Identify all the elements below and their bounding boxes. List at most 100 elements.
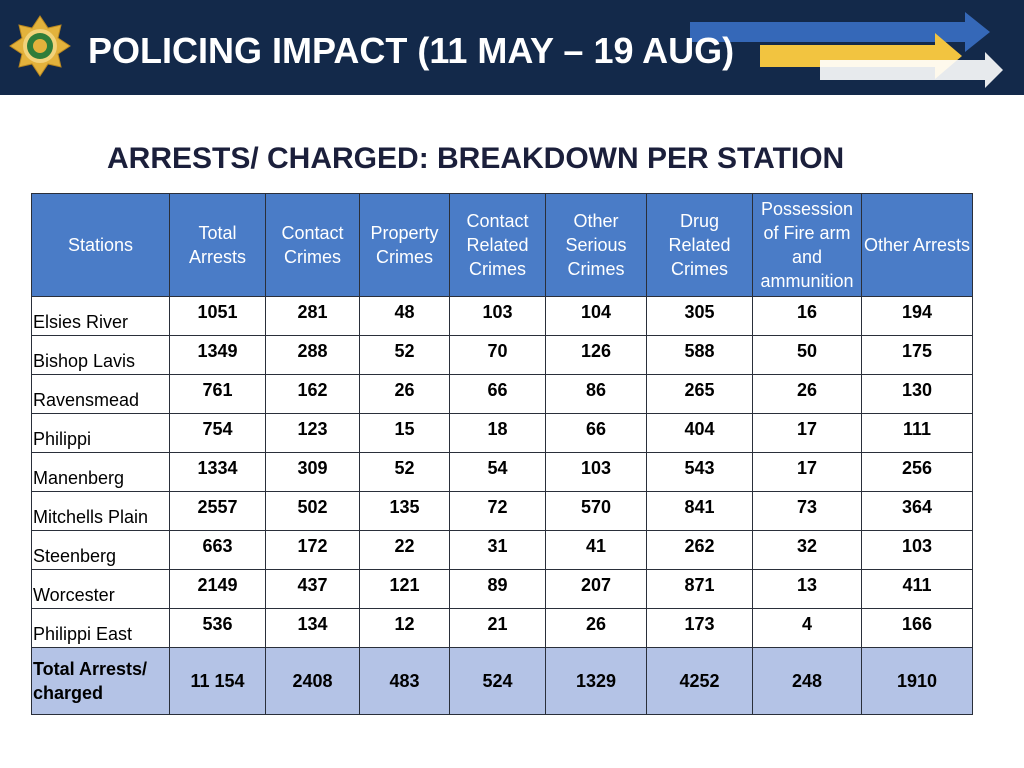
cell-value: 588	[646, 335, 753, 375]
cell-value: 1329	[545, 647, 647, 715]
cell-value: 66	[545, 413, 647, 453]
cell-value: 72	[449, 491, 546, 531]
column-header: Total Arrests	[169, 193, 266, 297]
cell-value: 89	[449, 569, 546, 609]
station-name: Steenberg	[31, 530, 170, 570]
header-graphics	[9, 12, 1003, 88]
cell-value: 175	[861, 335, 973, 375]
table-row: Philippi East 536 134 12 21 26 173 4 166	[31, 608, 973, 648]
cell-value: 26	[545, 608, 647, 648]
cell-value: 1334	[169, 452, 266, 492]
header-row: Stations Total Arrests Contact Crimes Prope…	[31, 193, 973, 297]
title: POLICING IMPACT (11 MAY – 19 AUG)	[88, 30, 735, 71]
cell-value: 309	[265, 452, 360, 492]
cell-value: 21	[449, 608, 546, 648]
cell-value: 437	[265, 569, 360, 609]
cell-value: 166	[861, 608, 973, 648]
column-header: Contact Crimes	[265, 193, 360, 297]
table-row: Ravensmead 761 162 26 66 86 265 26 130	[31, 374, 973, 414]
total-row: Total Arrests/ charged 11 154 2408 483 524 13…	[31, 647, 973, 715]
station-name: Philippi East	[31, 608, 170, 648]
cell-value: 256	[861, 452, 973, 492]
cell-value: 103	[545, 452, 647, 492]
cell-value: 73	[752, 491, 862, 531]
cell-value: 123	[265, 413, 360, 453]
cell-value: 1349	[169, 335, 266, 375]
cell-value: 54	[449, 452, 546, 492]
cell-value: 265	[646, 374, 753, 414]
cell-value: 32	[752, 530, 862, 570]
cell-value: 103	[861, 530, 973, 570]
station-name: Mitchells Plain	[31, 491, 170, 531]
arrow-yellow	[760, 33, 962, 79]
table-row: Manenberg 1334 309 52 54 103 543 17 256	[31, 452, 973, 492]
column-header: Property Crimes	[359, 193, 450, 297]
column-header: Stations	[31, 193, 170, 297]
cell-value: 754	[169, 413, 266, 453]
cell-value: 262	[646, 530, 753, 570]
column-header: Other Arrests	[861, 193, 973, 297]
cell-value: 364	[861, 491, 973, 531]
cell-value: 41	[545, 530, 647, 570]
cell-value: 663	[169, 530, 266, 570]
cell-value: 524	[449, 647, 546, 715]
cell-value: 26	[752, 374, 862, 414]
cell-value: 26	[359, 374, 450, 414]
cell-value: 4	[752, 608, 862, 648]
column-header: Drug Related Crimes	[646, 193, 753, 297]
station-name: Bishop Lavis	[31, 335, 170, 375]
subtitle: ARRESTS/ CHARGED: BREAKDOWN PER STATION	[107, 142, 845, 175]
cell-value: 404	[646, 413, 753, 453]
cell-value: 194	[861, 296, 973, 336]
cell-value: 12	[359, 608, 450, 648]
arrow-blue	[690, 12, 990, 52]
header-bar: POLICING IMPACT (11 MAY – 19 AUG)	[0, 0, 1024, 95]
station-name: Worcester	[31, 569, 170, 609]
cell-value: 483	[359, 647, 450, 715]
cell-value: 411	[861, 569, 973, 609]
cell-value: 4252	[646, 647, 753, 715]
station-name: Elsies River	[31, 296, 170, 336]
column-header: Contact Related Crimes	[449, 193, 546, 297]
cell-value: 2408	[265, 647, 360, 715]
arrow-white	[820, 52, 1003, 88]
cell-value: 841	[646, 491, 753, 531]
cell-value: 2557	[169, 491, 266, 531]
cell-value: 31	[449, 530, 546, 570]
cell-value: 248	[752, 647, 862, 715]
table-row: Worcester 2149 437 121 89 207 871 13 411	[31, 569, 973, 609]
cell-value: 130	[861, 374, 973, 414]
station-name: Ravensmead	[31, 374, 170, 414]
column-header: Possession of Fire arm and ammunition	[752, 193, 862, 297]
cell-value: 52	[359, 452, 450, 492]
cell-value: 111	[861, 413, 973, 453]
cell-value: 66	[449, 374, 546, 414]
cell-value: 134	[265, 608, 360, 648]
station-name: Manenberg	[31, 452, 170, 492]
cell-value: 570	[545, 491, 647, 531]
cell-value: 536	[169, 608, 266, 648]
cell-value: 871	[646, 569, 753, 609]
cell-value: 86	[545, 374, 647, 414]
table: Stations Total Arrests Contact Crimes Prope…	[31, 193, 973, 715]
cell-value: 761	[169, 374, 266, 414]
cell-value: 126	[545, 335, 647, 375]
cell-value: 17	[752, 413, 862, 453]
cell-value: 11 154	[169, 647, 266, 715]
cell-value: 50	[752, 335, 862, 375]
cell-value: 70	[449, 335, 546, 375]
cell-value: 103	[449, 296, 546, 336]
cell-value: 135	[359, 491, 450, 531]
cell-value: 121	[359, 569, 450, 609]
cell-value: 162	[265, 374, 360, 414]
cell-value: 305	[646, 296, 753, 336]
cell-value: 502	[265, 491, 360, 531]
cell-value: 543	[646, 452, 753, 492]
cell-value: 17	[752, 452, 862, 492]
station-name: Total Arrests/ charged	[31, 647, 170, 715]
cell-value: 18	[449, 413, 546, 453]
cell-value: 13	[752, 569, 862, 609]
table-row: Elsies River 1051 281 48 103 104 305 16 194	[31, 296, 973, 336]
table-row: Mitchells Plain 2557 502 135 72 570 841 73 364	[31, 491, 973, 531]
